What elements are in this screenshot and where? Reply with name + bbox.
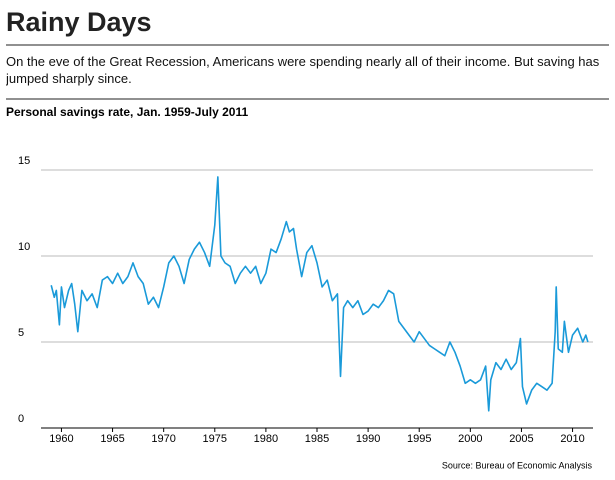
x-tick-label: 1985 (305, 433, 329, 445)
y-tick-label: 5 (18, 327, 24, 339)
x-tick-label: 2005 (509, 433, 533, 445)
x-tick-label: 1995 (407, 433, 431, 445)
subtitle-box: On the eve of the Great Recession, Ameri… (6, 54, 600, 86)
x-tick-label: 2010 (560, 433, 584, 445)
x-tick-label: 1970 (151, 433, 175, 445)
x-tick-label: 1980 (254, 433, 278, 445)
x-tick-label: 1965 (100, 433, 124, 445)
x-tick-label: 1975 (203, 433, 227, 445)
y-tick-label: 0 (18, 413, 24, 425)
chart-title: Rainy Days (6, 7, 152, 37)
y-tick-label: 10 (18, 241, 30, 253)
chart-subtitle: On the eve of the Great Recession, Ameri… (6, 54, 600, 86)
series-line (50, 176, 589, 412)
chart-label: Personal savings rate, Jan. 1959-July 20… (6, 105, 248, 119)
x-tick-label: 1990 (356, 433, 380, 445)
source: Source: Bureau of Economic Analysis (442, 460, 593, 470)
x-tick-label: 2000 (458, 433, 482, 445)
y-tick-label: 15 (18, 155, 30, 167)
x-tick-label: 1960 (49, 433, 73, 445)
